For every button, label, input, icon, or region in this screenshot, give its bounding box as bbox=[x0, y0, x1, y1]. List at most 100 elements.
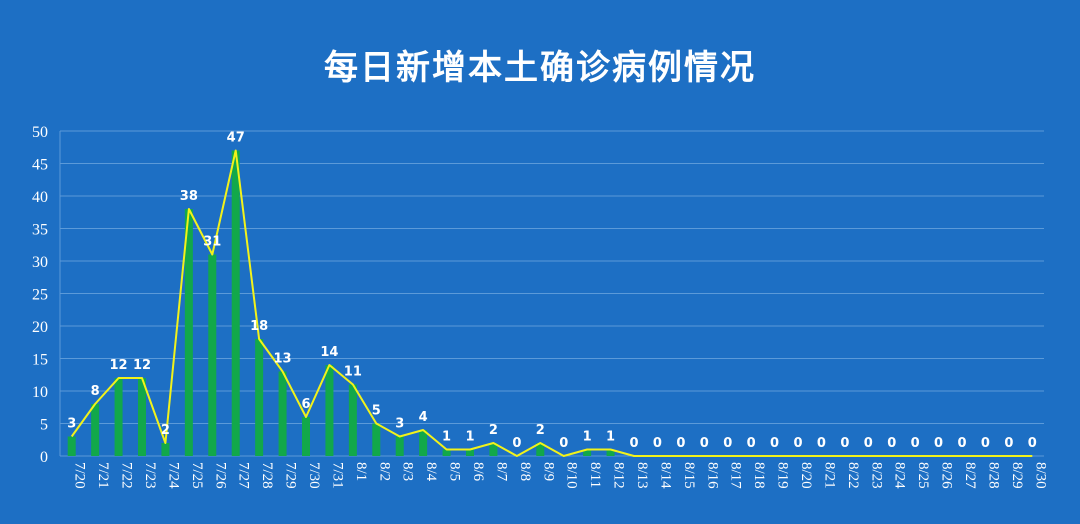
x-tick-label: 7/31 bbox=[329, 462, 345, 489]
y-tick-label: 50 bbox=[32, 124, 48, 141]
bar bbox=[489, 443, 498, 456]
bar bbox=[536, 443, 545, 456]
data-label: 2 bbox=[161, 423, 170, 438]
data-label: 0 bbox=[700, 436, 709, 451]
data-label: 12 bbox=[110, 358, 128, 373]
data-label: 1 bbox=[606, 430, 615, 445]
x-tick-label: 8/23 bbox=[868, 462, 884, 489]
data-label: 3 bbox=[67, 417, 76, 432]
data-label: 0 bbox=[747, 436, 756, 451]
data-label: 5 bbox=[372, 404, 381, 419]
x-tick-label: 8/17 bbox=[728, 462, 744, 489]
data-label: 3 bbox=[395, 417, 404, 432]
bar bbox=[372, 423, 381, 456]
x-tick-label: 8/2 bbox=[376, 462, 392, 481]
bar bbox=[91, 404, 100, 456]
x-tick-label: 8/15 bbox=[681, 462, 697, 489]
bar bbox=[138, 378, 146, 456]
data-label: 31 bbox=[203, 235, 221, 250]
bar bbox=[325, 365, 334, 456]
data-label: 11 bbox=[344, 365, 362, 380]
x-tick-label: 7/21 bbox=[95, 462, 111, 489]
x-tick-label: 7/27 bbox=[236, 462, 252, 489]
data-label: 0 bbox=[723, 436, 732, 451]
x-tick-label: 8/22 bbox=[845, 462, 861, 489]
bar bbox=[184, 209, 193, 456]
data-label: 0 bbox=[981, 436, 990, 451]
line-path bbox=[70, 149, 1033, 457]
x-tick-label: 8/26 bbox=[939, 462, 955, 489]
x-tick-label: 8/9 bbox=[540, 462, 556, 481]
x-tick-label: 8/19 bbox=[775, 462, 791, 489]
bar bbox=[114, 378, 123, 456]
bar bbox=[67, 436, 76, 456]
x-tick-label: 8/7 bbox=[493, 462, 509, 482]
x-tick-label: 8/12 bbox=[611, 462, 627, 489]
x-tick-label: 8/30 bbox=[1032, 462, 1048, 489]
x-tick-label: 8/6 bbox=[470, 462, 486, 482]
data-label: 0 bbox=[887, 436, 896, 451]
bar bbox=[419, 430, 428, 456]
data-label: 8 bbox=[91, 384, 100, 399]
x-tick-label: 7/24 bbox=[165, 462, 181, 489]
data-label: 1 bbox=[583, 430, 592, 445]
y-tick-label: 35 bbox=[32, 222, 48, 239]
bar bbox=[442, 449, 451, 456]
x-tick-label: 8/14 bbox=[657, 462, 673, 489]
data-label: 13 bbox=[274, 352, 292, 367]
y-tick-label: 30 bbox=[32, 254, 48, 271]
data-label: 0 bbox=[653, 436, 662, 451]
data-label: 2 bbox=[489, 423, 498, 438]
data-label: 0 bbox=[512, 436, 521, 451]
data-label: 0 bbox=[629, 436, 638, 451]
data-label: 18 bbox=[250, 319, 268, 334]
x-tick-label: 7/28 bbox=[259, 462, 275, 489]
data-label: 47 bbox=[227, 131, 245, 146]
data-label: 0 bbox=[864, 436, 873, 451]
data-label: 0 bbox=[559, 436, 568, 451]
data-label: 2 bbox=[536, 423, 545, 438]
x-tick-label: 8/13 bbox=[634, 462, 650, 489]
data-label: 4 bbox=[419, 410, 428, 425]
bar bbox=[583, 449, 592, 456]
grid-lines bbox=[59, 130, 1044, 457]
data-label: 0 bbox=[676, 436, 685, 451]
x-tick-label: 8/8 bbox=[517, 462, 533, 481]
bar bbox=[231, 150, 240, 456]
chart-title: 每日新增本土确诊病例情况 bbox=[324, 48, 756, 88]
x-axis-ticks: 7/20 7/21 7/22 7/23 7/24 7/25 7/26 7/27 7/28 7/29… bbox=[72, 462, 1049, 489]
y-tick-label: 5 bbox=[40, 417, 48, 434]
x-tick-label: 8/21 bbox=[821, 462, 837, 489]
x-tick-label: 8/20 bbox=[798, 462, 814, 489]
y-tick-label: 40 bbox=[32, 189, 48, 206]
y-tick-label: 45 bbox=[32, 157, 48, 174]
y-tick-label: 15 bbox=[32, 352, 48, 369]
x-tick-label: 8/11 bbox=[587, 462, 603, 488]
x-tick-label: 8/28 bbox=[985, 462, 1001, 489]
x-tick-label: 8/1 bbox=[353, 462, 369, 481]
data-label: 6 bbox=[301, 397, 310, 412]
data-label: 0 bbox=[957, 436, 966, 451]
x-tick-label: 7/25 bbox=[189, 462, 205, 489]
x-tick-label: 8/4 bbox=[423, 462, 439, 482]
data-label: 0 bbox=[770, 436, 779, 451]
data-label: 1 bbox=[465, 430, 474, 445]
data-label: 38 bbox=[180, 189, 198, 204]
bar-series bbox=[67, 150, 615, 456]
x-tick-label: 8/10 bbox=[564, 462, 580, 489]
line-series bbox=[70, 149, 1033, 457]
bar bbox=[278, 371, 287, 456]
data-label: 0 bbox=[1004, 436, 1013, 451]
data-label: 0 bbox=[793, 436, 802, 451]
data-label: 0 bbox=[934, 436, 943, 451]
x-tick-label: 7/20 bbox=[72, 462, 88, 489]
y-tick-label: 0 bbox=[40, 449, 48, 466]
y-tick-label: 10 bbox=[32, 384, 48, 401]
data-label: 0 bbox=[911, 436, 920, 451]
x-tick-label: 8/5 bbox=[447, 462, 463, 481]
bar bbox=[161, 443, 170, 456]
data-label: 0 bbox=[840, 436, 849, 451]
data-label: 14 bbox=[320, 345, 338, 360]
